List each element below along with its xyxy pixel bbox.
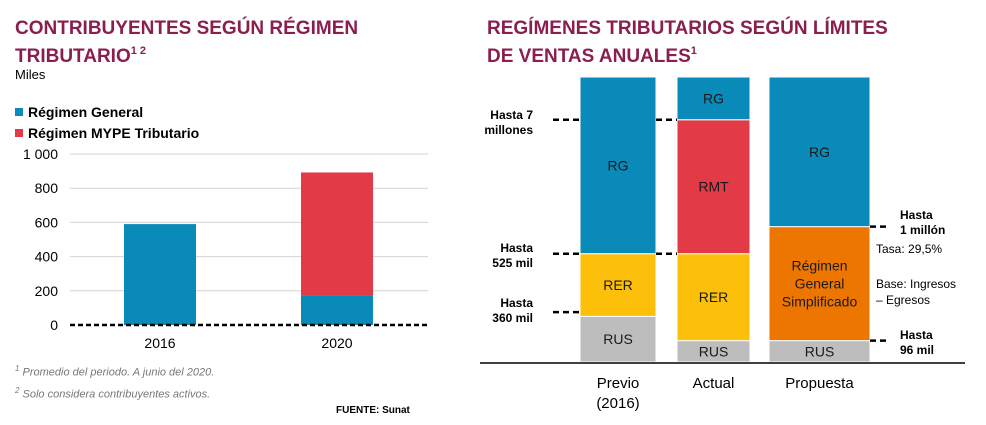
y-tick-label-200: 200 [35,283,59,299]
threshold-label-1m-line2: 1 millón [900,223,945,237]
threshold-label-525-line2: 525 mil [492,256,533,270]
footnote-1: 1 Promedio del periodo. A junio del 2020… [15,360,214,382]
segment-col3-rgimen-label-line1: Régimen [791,258,847,274]
segment-col2-rer-label-line1: RER [699,289,729,305]
segment-col1-rer-label-line1: RER [603,277,633,293]
threshold-label-525-line1: Hasta [500,241,533,255]
segment-col3-rg [768,76,871,228]
threshold-label-96-line2: 96 mil [900,343,934,357]
segment-col3-rgimen [768,226,871,342]
legend: Régimen General Régimen MYPE Tributario [15,101,199,143]
units-label: Miles [15,67,46,82]
left-chart-title: CONTRIBUYENTES SEGÚN RÉGIMEN TRIBUTARIO1… [15,18,358,68]
legend-swatch-mype [15,128,23,137]
threshold-label-1m-line1: Hasta [900,208,933,222]
segment-col2-rmt [676,119,751,255]
footnote-2-sup: 2 [15,385,20,395]
tasa-note: Tasa: 29,5% [876,242,942,256]
segment-col3-rus-label-line1: RUS [805,343,835,359]
column-label-1-line2: (2016) [596,395,639,412]
y-tick-label-800: 800 [35,180,59,196]
column-label-2-line1: Actual [693,375,735,392]
x-tick-label-2020: 2020 [321,335,352,351]
y-tick-label-0: 0 [50,317,58,333]
legend-label-mype: Régimen MYPE Tributario [28,124,200,141]
right-chart-title: REGÍMENES TRIBUTARIOS SEGÚN LÍMITES DE V… [487,18,888,68]
threshold-label-360-line1: Hasta [500,296,533,310]
y-tick-label-400: 400 [35,249,59,265]
segment-col3-rgimen-label-line2: General [795,276,845,292]
x-tick-label-2016: 2016 [144,335,175,351]
bar-2016-general [124,224,196,325]
threshold-label-7m-line1: Hasta 7 [490,108,533,122]
left-title-line2: TRIBUTARIO [15,46,131,67]
source-label: FUENTE: Sunat [336,405,410,416]
legend-item-mype: Régimen MYPE Tributario [15,122,199,143]
column-label-1-line1: Previo [597,375,640,392]
legend-label-general: Régimen General [28,103,144,120]
segment-col1-rg-label-line1: RG [608,157,629,173]
y-tick-label-1000: 1 000 [23,146,58,162]
threshold-label-96-line1: Hasta [900,328,933,342]
base-note-line1: Base: Ingresos [876,277,956,291]
segment-col3-rgimen-label-line3: Simplificado [782,294,858,310]
y-tick-label-600: 600 [35,214,59,230]
segment-col2-rus-label-line1: RUS [699,343,729,359]
footnote-1-sup: 1 [15,364,20,373]
segment-col1-rer [579,253,657,317]
segment-col1-rus [579,315,657,363]
footnote-2-text: Solo considera contribuyentes activos. [19,388,211,401]
right-title-line1: REGÍMENES TRIBUTARIOS SEGÚN LÍMITES [487,18,888,39]
legend-swatch-general [15,107,23,116]
footnote-2: 2 Solo considera contribuyentes activos. [15,382,214,404]
segment-col1-rus-label-line1: RUS [603,331,633,347]
bar-2020-mype [301,172,373,296]
left-bar-chart: 0 200 400 600 800 1 000 2016 2020 [23,146,428,351]
right-regime-chart: RUS RER RG RUS RER RMT RG RUS Régimen General Simp… [480,76,965,412]
right-title-line2: DE VENTAS ANUALES [487,46,691,67]
footnotes: 1 Promedio del periodo. A junio del 2020… [15,360,214,403]
threshold-label-360-line2: 360 mil [492,311,533,325]
segment-col2-rg [676,76,751,121]
right-title-sup: 1 [690,45,697,57]
footnote-1-text: Promedio del periodo. A junio del 2020. [19,366,215,379]
segment-col3-rg-label-line1: RG [809,144,830,160]
left-title-line1: CONTRIBUYENTES SEGÚN RÉGIMEN [15,18,359,39]
segment-col1-rg [579,76,657,255]
bar-2020-general [301,295,373,325]
legend-item-general: Régimen General [15,101,199,122]
column-label-3-line1: Propuesta [785,375,854,392]
segment-col2-rg-label-line1: RG [703,90,724,106]
base-note-line2: – Egresos [876,293,930,307]
segment-col2-rmt-label-line1: RMT [698,179,729,195]
threshold-label-7m-line2: millones [484,123,533,137]
left-title-sup: 1 2 [130,45,147,57]
